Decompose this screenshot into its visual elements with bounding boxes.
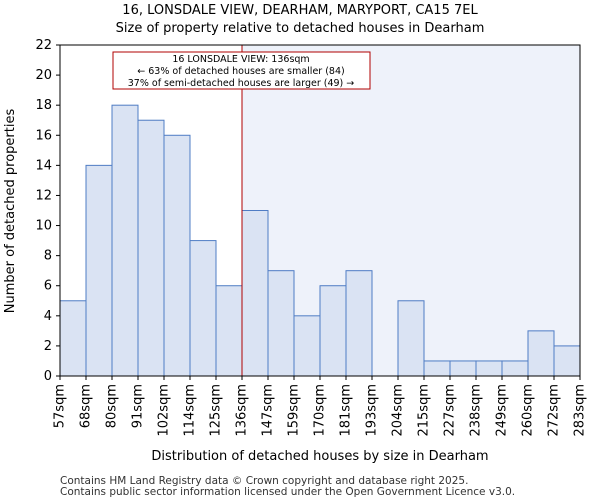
bar-272sqm: [553, 345, 581, 377]
plot-area: 0 2 4 6 8 10 12 14 16 18 20 22 57sqm 68sqm 80sqm 91sqm 1…: [35, 38, 587, 437]
chart-subtitle: Size of property relative to detached ho…: [116, 21, 485, 36]
x-tick-label: 238sqm: [469, 384, 484, 437]
x-tick-label: 147sqm: [261, 384, 276, 437]
bar-215sqm: [423, 360, 451, 377]
annotation-line-3: 37% of semi-detached houses are larger (…: [128, 78, 355, 89]
bar-238sqm: [475, 360, 503, 377]
bar-227sqm: [449, 360, 477, 377]
x-tick-label: 91sqm: [131, 384, 146, 428]
y-tick-label: 8: [44, 249, 52, 264]
x-tick-label: 272sqm: [547, 384, 562, 437]
x-tick-label: 170sqm: [313, 384, 328, 437]
bar-114sqm: [189, 240, 217, 377]
y-tick-label: 12: [35, 188, 52, 203]
x-tick-label: 57sqm: [53, 384, 68, 428]
x-tick-label: 283sqm: [573, 384, 588, 437]
y-tick-label: 22: [35, 38, 52, 53]
x-axis-label: Distribution of detached houses by size …: [151, 449, 488, 464]
x-tick-label: 68sqm: [79, 384, 94, 428]
bar-260sqm: [527, 330, 555, 377]
x-tick-label: 125sqm: [209, 384, 224, 437]
annotation-line-2: ← 63% of detached houses are smaller (84…: [137, 66, 344, 77]
bar-68sqm: [85, 164, 113, 377]
bar-170sqm: [319, 285, 347, 377]
bar-91sqm: [137, 119, 165, 377]
bar-249sqm: [501, 360, 529, 377]
bar-204sqm: [397, 300, 425, 377]
x-tick-label: 227sqm: [443, 384, 458, 437]
x-tick-label: 159sqm: [287, 384, 302, 437]
y-tick-label: 10: [35, 219, 52, 234]
bar-80sqm: [111, 104, 139, 377]
bar-125sqm: [215, 285, 243, 377]
footer-line-2: Contains public sector information licen…: [60, 486, 515, 498]
x-tick-label: 204sqm: [391, 384, 406, 437]
y-tick-label: 6: [44, 279, 52, 294]
bar-102sqm: [163, 134, 191, 377]
annotation-box: 16 LONSDALE VIEW: 136sqm ← 63% of detach…: [112, 51, 371, 90]
bar-159sqm: [293, 315, 321, 377]
bar-147sqm: [267, 270, 295, 377]
y-axis-label: Number of detached properties: [3, 109, 18, 314]
bar-181sqm: [345, 270, 373, 377]
x-tick-label: 114sqm: [183, 384, 198, 437]
chart-title: 16, LONSDALE VIEW, DEARHAM, MARYPORT, CA…: [122, 3, 478, 18]
x-tick-label: 136sqm: [235, 384, 250, 437]
x-tick-label: 102sqm: [157, 384, 172, 437]
bar-136sqm: [241, 210, 269, 377]
x-tick-label: 260sqm: [521, 384, 536, 437]
x-tick-label: 249sqm: [495, 384, 510, 437]
x-tick-label: 215sqm: [417, 384, 432, 437]
y-tick-label: 20: [35, 68, 52, 83]
x-tick-label: 181sqm: [339, 384, 354, 437]
bar-57sqm: [59, 300, 87, 377]
y-tick-label: 0: [44, 369, 52, 384]
y-tick-label: 18: [35, 98, 52, 113]
y-tick-label: 4: [44, 309, 52, 324]
y-tick-label: 14: [35, 158, 52, 173]
y-tick-label: 16: [35, 128, 52, 143]
x-tick-label: 80sqm: [105, 384, 120, 428]
x-tick-label: 193sqm: [365, 384, 380, 437]
annotation-line-1: 16 LONSDALE VIEW: 136sqm: [172, 54, 309, 65]
y-tick-label: 2: [44, 339, 52, 354]
footer-line-1: Contains HM Land Registry data © Crown c…: [60, 475, 468, 487]
annotation-frame: [112, 51, 371, 90]
